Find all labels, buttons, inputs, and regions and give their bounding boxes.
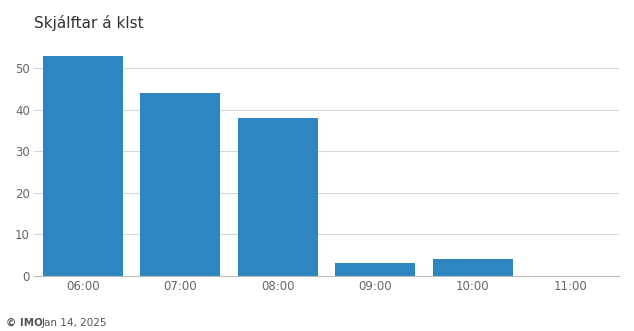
Text: Jan 14, 2025: Jan 14, 2025	[41, 318, 107, 328]
Bar	[433, 259, 513, 276]
Bar	[335, 263, 415, 276]
Text: Skjálftar á klst: Skjálftar á klst	[34, 15, 144, 31]
Bar	[238, 118, 318, 276]
Bar	[140, 93, 220, 276]
Text: © IMO: © IMO	[6, 318, 43, 328]
Bar	[43, 56, 123, 276]
